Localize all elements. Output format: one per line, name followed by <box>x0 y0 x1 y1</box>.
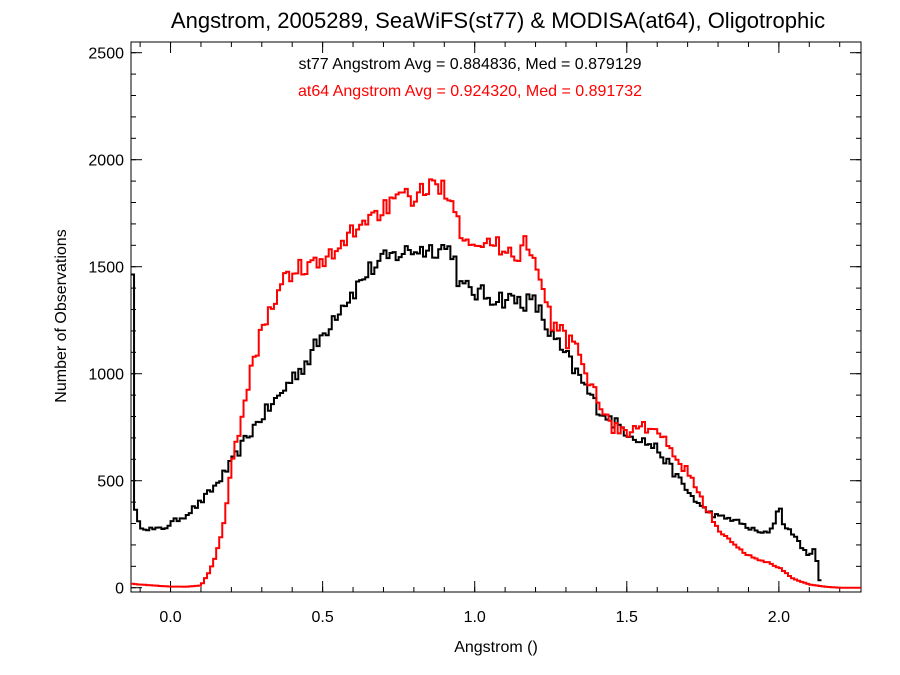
x-tick-label: 1.0 <box>464 609 486 626</box>
y-tick-label: 1500 <box>88 260 124 277</box>
x-tick-label: 1.5 <box>616 609 638 626</box>
y-tick-label: 2500 <box>88 46 124 63</box>
annotation-st77: st77 Angstrom Avg = 0.884836, Med = 0.87… <box>298 56 641 73</box>
plot-area: 0.0 0.5 1.0 1.5 2.0 0 500 1000 1500 2000 2500 <box>88 41 862 626</box>
y-tick-label: 0 <box>115 581 124 598</box>
y-axis-label: Number of Observations <box>53 229 70 402</box>
plot-frame <box>130 41 862 593</box>
x-tick-label: 2.0 <box>768 609 790 626</box>
x-tick-label: 0.0 <box>159 609 181 626</box>
chart-title: Angstrom, 2005289, SeaWiFS(st77) & MODIS… <box>171 8 825 33</box>
y-tick-label: 2000 <box>88 153 124 170</box>
y-tick-label: 500 <box>97 474 124 491</box>
x-axis-label: Angstrom () <box>454 639 538 656</box>
y-tick-label: 1000 <box>88 367 124 384</box>
series-line-1 <box>131 178 861 589</box>
x-tick-label: 0.5 <box>312 609 334 626</box>
annotation-at64: at64 Angstrom Avg = 0.924320, Med = 0.89… <box>298 83 642 100</box>
